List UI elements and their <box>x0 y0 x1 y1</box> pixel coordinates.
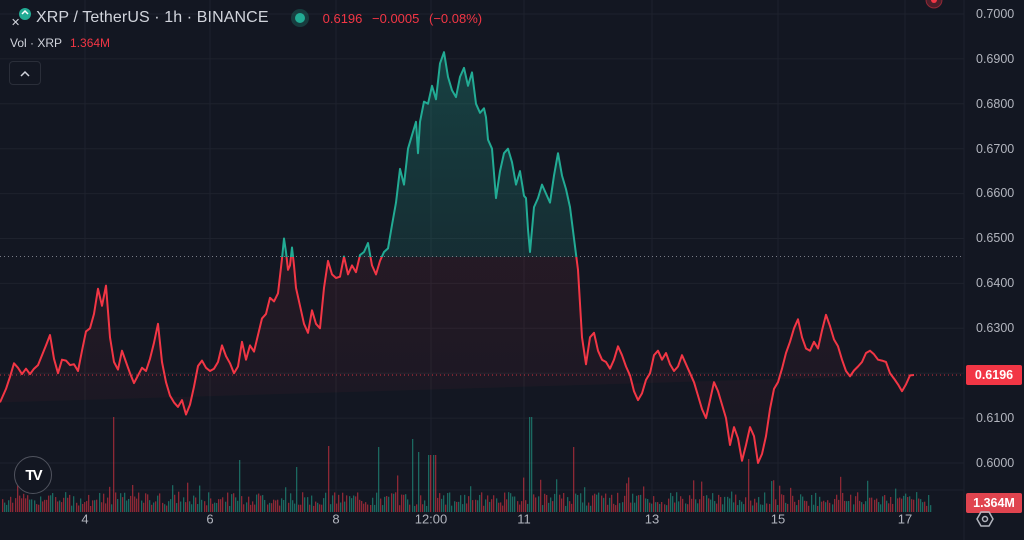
svg-text:✕: ✕ <box>11 17 20 29</box>
price-values: 0.6196 −0.0005 (−0.08%) <box>323 11 489 26</box>
price-change-pct: (−0.08%) <box>429 10 483 26</box>
y-tick: 0.6700 <box>976 142 1015 156</box>
y-tick: 0.6100 <box>976 411 1015 425</box>
x-tick: 13 <box>644 511 660 527</box>
symbol-title[interactable]: XRP / TetherUS · 1h · BINANCE <box>36 9 269 26</box>
y-tick: 0.7000 <box>976 7 1015 21</box>
x-tick: 8 <box>332 511 340 527</box>
x-tick: 6 <box>206 511 214 527</box>
y-tick: 0.6500 <box>976 231 1015 245</box>
volume-label[interactable]: Vol · XRP <box>10 36 63 50</box>
settings-button[interactable] <box>976 510 994 528</box>
volume-histogram <box>2 417 932 512</box>
price-change: −0.0005 <box>372 10 420 26</box>
last-price-marker <box>925 0 943 9</box>
tradingview-logo[interactable]: TV <box>14 456 52 494</box>
gear-icon <box>976 511 994 527</box>
y-tick: 0.6400 <box>976 276 1015 290</box>
x-tick: 11 <box>517 511 531 527</box>
price-line <box>0 51 915 464</box>
y-tick: 0.6000 <box>976 456 1015 470</box>
y-tick: 0.6600 <box>976 186 1015 200</box>
volume-value: 1.364M <box>70 36 111 50</box>
chart-legend: ✕ XRP / TetherUS · 1h · BINANCE 0.6196 −… <box>10 6 488 30</box>
y-tick: 0.6800 <box>976 97 1015 111</box>
x-tick: 12:00 <box>414 511 448 527</box>
market-open-dot-icon <box>294 13 305 23</box>
y-tick: 0.6300 <box>976 321 1015 335</box>
x-tick: 4 <box>81 511 89 527</box>
x-tick: 15 <box>770 511 786 527</box>
price-axis[interactable]: 0.7000 0.6900 0.6800 0.6700 0.6600 0.650… <box>964 0 1024 520</box>
xrp-symbol-icon: ✕ <box>10 7 32 29</box>
volume-tag: 1.364M <box>966 493 1022 513</box>
last-price: 0.6196 <box>322 10 363 26</box>
price-area-fill <box>0 52 914 463</box>
current-price-tag: 0.6196 <box>966 365 1022 385</box>
y-tick: 0.6900 <box>976 52 1015 66</box>
collapse-legend-button[interactable] <box>9 61 41 85</box>
volume-legend: Vol · XRP 1.364M <box>10 36 110 50</box>
x-tick: 17 <box>897 511 913 527</box>
chevron-up-icon <box>20 70 30 77</box>
